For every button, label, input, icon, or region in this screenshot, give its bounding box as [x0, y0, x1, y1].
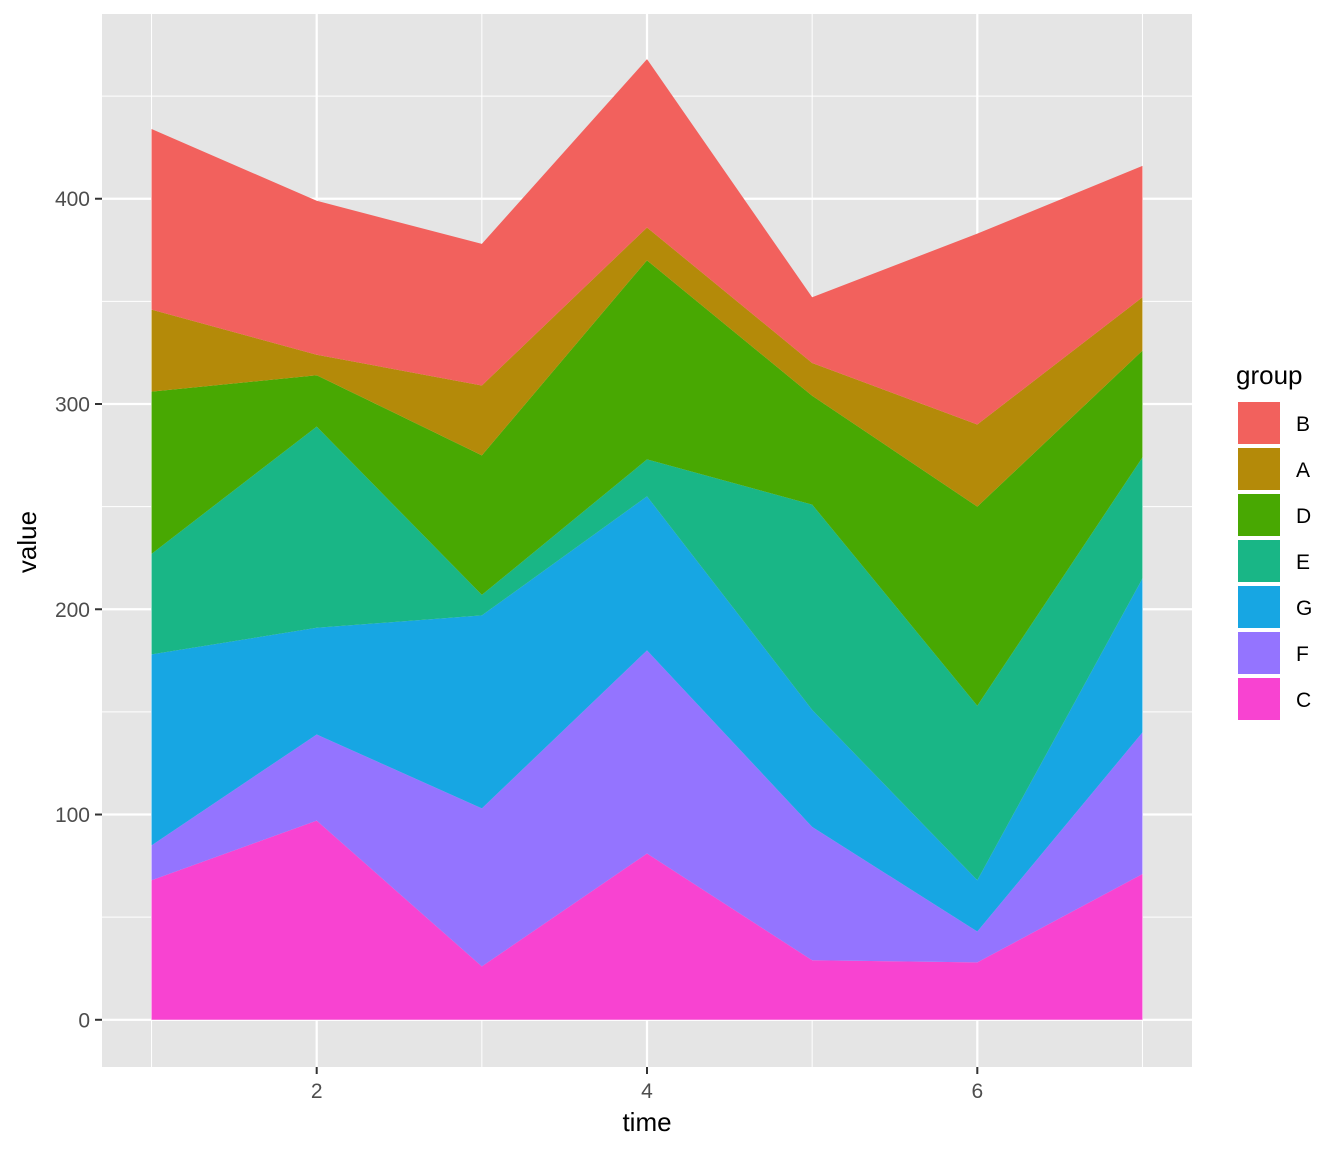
x-axis-label: time — [622, 1107, 671, 1137]
legend-label-G: G — [1296, 597, 1312, 620]
x-tick-label: 4 — [641, 1080, 653, 1103]
legend-label-A: A — [1296, 459, 1310, 482]
x-tick-label: 6 — [971, 1080, 983, 1103]
area-series-B — [151, 59, 1143, 425]
area-series-F — [151, 650, 1143, 967]
legend-key-F — [1238, 632, 1280, 674]
legend-key-B — [1238, 402, 1280, 444]
area-series-E — [151, 426, 1143, 881]
y-tick-label: 0 — [78, 1009, 90, 1032]
area-series-G — [151, 496, 1143, 932]
y-axis-label: value — [12, 511, 42, 573]
area-series-A — [151, 227, 1143, 507]
area-series-D — [151, 260, 1143, 706]
legend-label-B: B — [1296, 413, 1310, 436]
legend-key-D — [1238, 494, 1280, 536]
area-series-C — [151, 820, 1143, 1020]
legend-key-A — [1238, 448, 1280, 490]
legend-label-C: C — [1296, 689, 1311, 712]
legend-label-D: D — [1296, 505, 1311, 528]
y-tick-label: 400 — [55, 188, 90, 211]
x-tick-label: 2 — [311, 1080, 323, 1103]
y-tick-label: 100 — [55, 804, 90, 827]
legend-label-E: E — [1296, 551, 1310, 574]
legend-label-F: F — [1296, 643, 1309, 666]
y-tick-label: 200 — [55, 599, 90, 622]
y-tick-label: 300 — [55, 394, 90, 417]
legend-key-E — [1238, 540, 1280, 582]
area-series — [151, 59, 1143, 1020]
legend-key-C — [1238, 678, 1280, 720]
y-axis: 0 100 200 300 400 — [55, 188, 102, 1032]
x-axis: 2 4 6 — [311, 1067, 983, 1103]
legend-key-G — [1238, 586, 1280, 628]
legend-title: group — [1236, 360, 1303, 390]
